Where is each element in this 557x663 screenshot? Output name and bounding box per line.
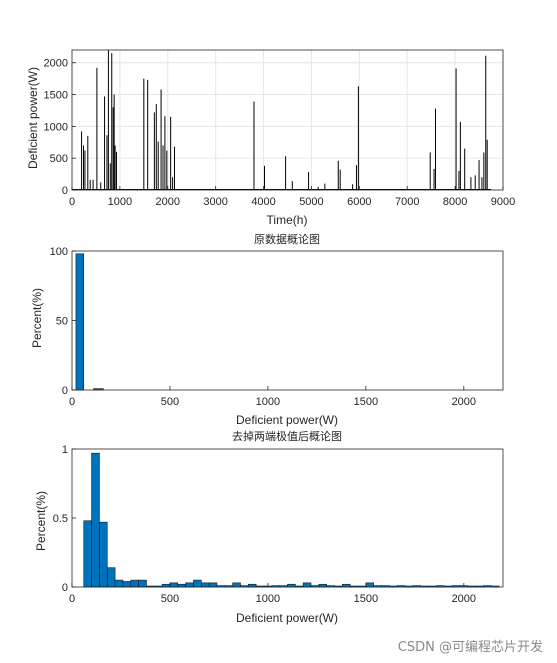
y-tick-label: 1000 bbox=[44, 121, 68, 133]
y-tick-label: 0 bbox=[62, 185, 68, 197]
x-tick-label: 4000 bbox=[251, 196, 275, 208]
raw-histogram-ylabel: Percent(%) bbox=[30, 288, 44, 348]
y-tick-label: 1500 bbox=[44, 90, 68, 102]
axes-frame bbox=[71, 250, 504, 391]
histogram-bar bbox=[208, 582, 218, 588]
trimmed-histogram-ylabel: Percent(%) bbox=[34, 491, 48, 551]
histogram-bar bbox=[248, 583, 257, 588]
x-tick-label: 3000 bbox=[203, 196, 227, 208]
histogram-bar bbox=[232, 582, 241, 588]
histogram-bar bbox=[106, 567, 116, 588]
x-tick-label: 0 bbox=[69, 196, 75, 208]
timeseries-panel: Time(h) Deficient power(W) 0 1000 2000 3000… bbox=[26, 49, 515, 227]
histogram-bar bbox=[342, 583, 351, 588]
y-tick-label: 500 bbox=[50, 153, 68, 165]
y-tick-label: 2000 bbox=[44, 58, 68, 70]
trimmed-histogram-title: 去掉两端极值后概论图 bbox=[232, 429, 342, 443]
x-tick-label: 0 bbox=[69, 396, 75, 408]
raw-histogram-xlabel: Deficient power(W) bbox=[236, 413, 338, 427]
x-tick-label: 9000 bbox=[491, 196, 515, 208]
timeseries-ylabel: Deficient power(W) bbox=[26, 67, 40, 169]
histogram-bar bbox=[287, 583, 296, 588]
watermark: CSDN @可编程芯片开发 bbox=[397, 640, 543, 655]
y-tick-label: 0 bbox=[62, 385, 68, 397]
histogram-bar bbox=[318, 583, 327, 588]
trimmed-histogram-xlabel: Deficient power(W) bbox=[236, 611, 338, 625]
raw-histogram-panel: 原数据概论图 Deficient power(W) Percent(%) 0 50… bbox=[30, 232, 504, 427]
y-tick-label: 50 bbox=[56, 316, 68, 328]
x-tick-label: 5000 bbox=[299, 196, 323, 208]
histogram-bar bbox=[177, 583, 186, 588]
histogram-bar bbox=[169, 582, 179, 588]
histogram-bar bbox=[193, 579, 202, 588]
x-tick-label: 0 bbox=[69, 593, 75, 605]
x-tick-label: 1000 bbox=[256, 396, 280, 408]
y-tick-label: 0.5 bbox=[53, 513, 68, 525]
histogram-bar bbox=[91, 452, 100, 588]
x-tick-label: 1000 bbox=[256, 593, 280, 605]
raw-histogram-title: 原数据概论图 bbox=[254, 232, 320, 246]
y-tick-label: 1 bbox=[62, 444, 68, 456]
x-tick-label: 500 bbox=[161, 593, 179, 605]
x-tick-label: 2000 bbox=[452, 593, 476, 605]
trimmed-histogram-panel: 去掉两端极值后概论图 Deficient power(W) Percent(%)… bbox=[34, 429, 504, 625]
histogram-bar bbox=[302, 582, 312, 588]
histogram-bar bbox=[130, 579, 139, 588]
histogram-bar bbox=[185, 582, 194, 588]
histogram-bar bbox=[122, 581, 132, 588]
y-tick-label: 100 bbox=[50, 246, 68, 258]
x-tick-label: 1500 bbox=[354, 593, 378, 605]
histogram-bar bbox=[138, 579, 147, 588]
x-tick-label: 8000 bbox=[443, 196, 467, 208]
x-tick-label: 1000 bbox=[108, 196, 132, 208]
x-tick-label: 2000 bbox=[452, 396, 476, 408]
histogram-bar bbox=[201, 582, 210, 588]
axes-frame bbox=[71, 49, 504, 191]
histogram-bar bbox=[83, 520, 92, 588]
x-tick-label: 2000 bbox=[156, 196, 180, 208]
x-tick-label: 6000 bbox=[347, 196, 371, 208]
histogram-bar bbox=[161, 583, 171, 588]
histogram-bar bbox=[99, 521, 108, 588]
x-tick-label: 1500 bbox=[354, 396, 378, 408]
histogram-bar bbox=[75, 253, 85, 391]
histogram-bar bbox=[114, 579, 124, 588]
axes-frame bbox=[71, 448, 504, 588]
timeseries-xlabel: Time(h) bbox=[267, 213, 308, 227]
x-tick-label: 500 bbox=[161, 396, 179, 408]
x-tick-label: 7000 bbox=[395, 196, 419, 208]
histogram-bar bbox=[365, 582, 375, 588]
y-tick-label: 0 bbox=[62, 582, 68, 594]
